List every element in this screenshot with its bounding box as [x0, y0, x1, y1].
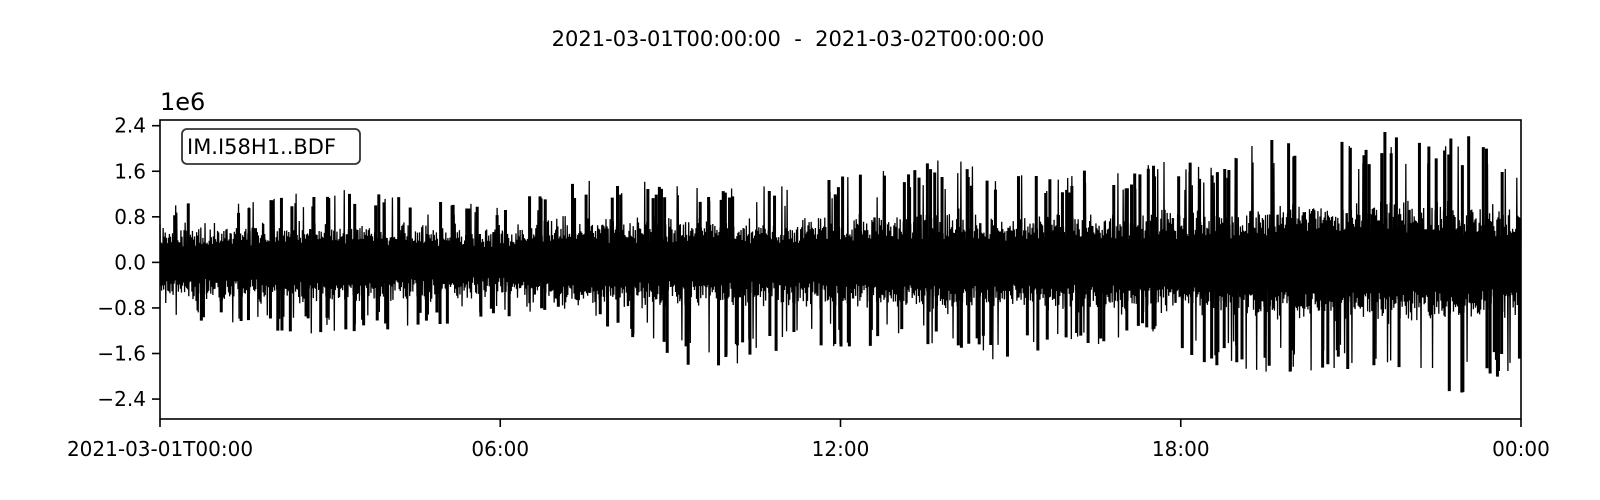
- waveform-spikes: [173, 132, 1521, 393]
- x-tick-label: 00:00: [1492, 437, 1550, 461]
- y-tick-label: 2.4: [114, 114, 146, 138]
- y-tick-label: 1.6: [114, 159, 146, 183]
- x-tick-label: 06:00: [471, 437, 529, 461]
- legend-box: [181, 128, 361, 165]
- waveform-trace-group: [159, 132, 1522, 393]
- legend: IM.I58H1..BDF: [181, 128, 361, 165]
- x-tick-label: 18:00: [1152, 437, 1210, 461]
- y-tick-label: −2.4: [97, 387, 146, 411]
- legend-label: IM.I58H1..BDF: [187, 135, 336, 159]
- y-axis: −2.4 −1.6 −0.8 0.0 0.8 1.6 2.4: [97, 114, 160, 411]
- chart-title: 2021-03-01T00:00:00 - 2021-03-02T00:00:0…: [552, 27, 1045, 51]
- y-tick-label: −1.6: [97, 342, 146, 366]
- y-tick-label: 0.0: [114, 250, 146, 274]
- y-offset-label: 1e6: [160, 88, 205, 116]
- x-tick-label: 2021-03-01T00:00: [67, 437, 253, 461]
- x-axis: 2021-03-01T00:00 06:00 12:00 18:00 00:00: [67, 419, 1550, 461]
- x-tick-label: 12:00: [812, 437, 870, 461]
- y-tick-label: 0.8: [114, 205, 146, 229]
- y-tick-label: −0.8: [97, 296, 146, 320]
